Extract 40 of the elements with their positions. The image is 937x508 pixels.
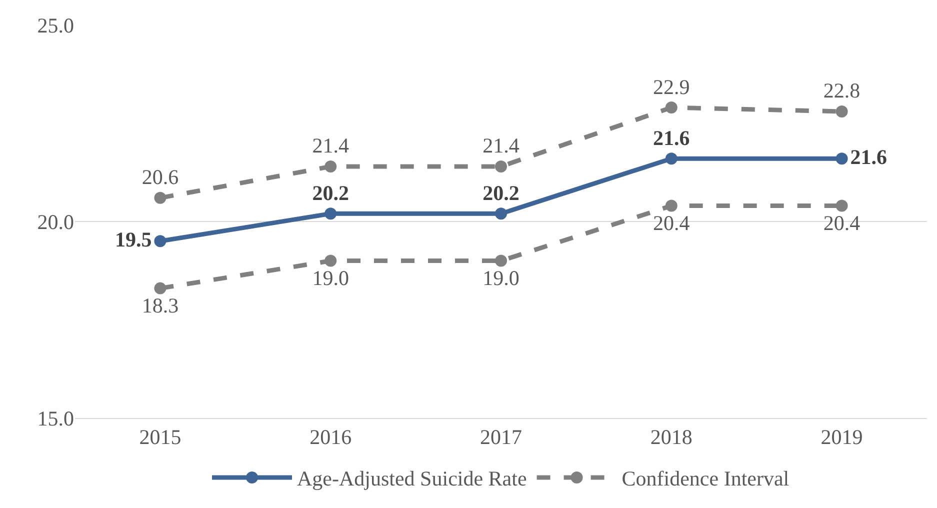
data-label: 21.6 xyxy=(850,144,888,169)
point xyxy=(665,200,678,212)
point xyxy=(324,160,337,172)
point xyxy=(324,254,337,267)
data-label: 21.6 xyxy=(653,126,690,150)
point xyxy=(836,105,848,118)
point xyxy=(324,208,337,220)
data-label: 18.3 xyxy=(142,294,179,318)
x-tick-label: 2017 xyxy=(480,425,522,450)
data-label: 21.4 xyxy=(312,134,350,158)
data-label: 22.9 xyxy=(653,74,690,99)
data-label: 19.0 xyxy=(312,266,349,290)
point xyxy=(154,192,166,204)
y-tick-label: 15.0 xyxy=(37,406,74,430)
data-label: 20.2 xyxy=(482,180,520,205)
data-label: 22.8 xyxy=(823,78,860,103)
legend-label: Age-Adjusted Suicide Rate xyxy=(297,466,527,491)
data-label: 20.2 xyxy=(312,180,349,205)
legend-label: Confidence Interval xyxy=(622,466,790,491)
x-tick-label: 2015 xyxy=(139,425,182,450)
point xyxy=(495,254,507,267)
point xyxy=(154,282,166,294)
point xyxy=(665,152,678,165)
data-label: 21.4 xyxy=(482,134,520,158)
data-label: 20.6 xyxy=(142,165,179,190)
data-label: 20.4 xyxy=(823,211,861,236)
point xyxy=(495,208,507,220)
data-label: 19.5 xyxy=(114,227,152,252)
point xyxy=(495,160,507,172)
point xyxy=(836,200,848,212)
x-tick-label: 2018 xyxy=(650,425,692,450)
y-tick-label: 25.0 xyxy=(37,13,74,38)
x-tick-label: 2019 xyxy=(820,425,863,450)
data-label: 20.4 xyxy=(653,211,690,236)
data-label: 19.0 xyxy=(482,266,520,290)
point xyxy=(154,235,166,248)
y-tick-label: 20.0 xyxy=(37,210,74,234)
point xyxy=(665,102,678,114)
point xyxy=(836,152,848,165)
x-tick-label: 2016 xyxy=(310,425,352,450)
